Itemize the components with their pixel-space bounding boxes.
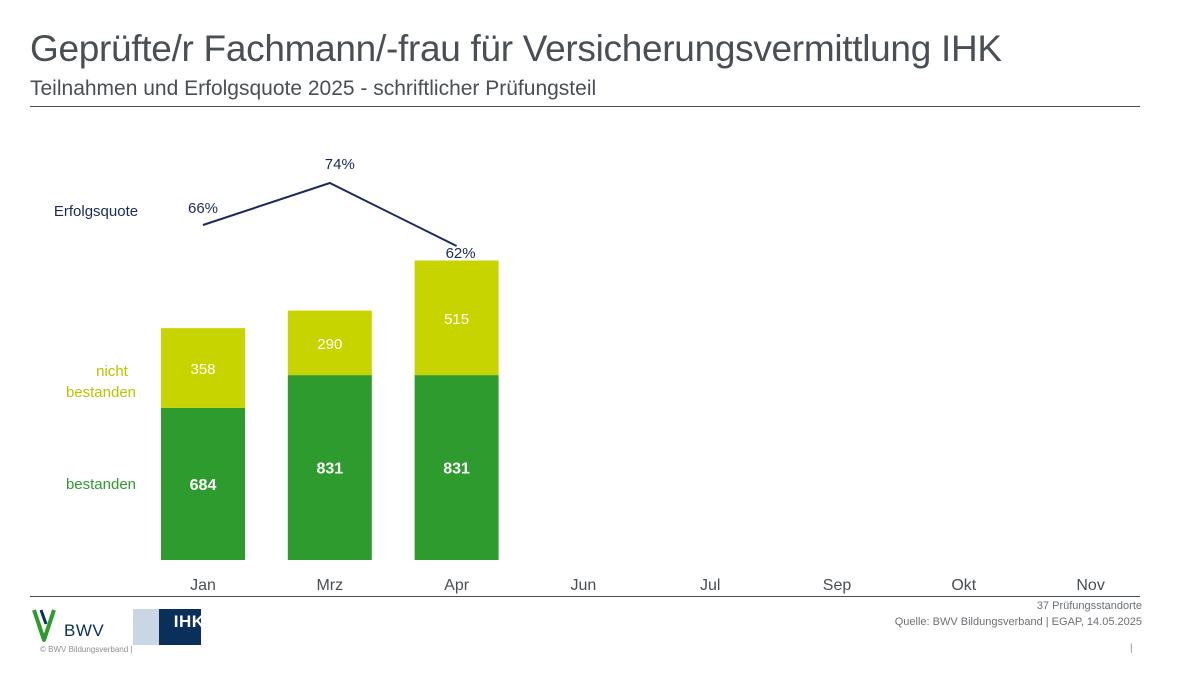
legend-not-passed-line1: nicht (96, 363, 129, 380)
x-tick-label: Okt (951, 577, 976, 594)
bar-label-passed: 831 (316, 461, 343, 478)
bar-label-not-passed: 358 (190, 361, 215, 378)
x-tick-label: Jul (700, 577, 720, 594)
bar-label-not-passed: 515 (444, 311, 469, 328)
bar-passed (287, 375, 372, 560)
success-rate-label: 66% (188, 200, 218, 217)
bar-not-passed (414, 260, 499, 376)
page-mark: | (1130, 643, 1133, 654)
x-tick-label: Mrz (316, 577, 343, 594)
x-tick-label: Sep (823, 577, 852, 594)
success-rate-label: 62% (446, 245, 476, 262)
header-divider (30, 106, 1140, 107)
locations-note: 37 Prüfungsstandorte (1036, 600, 1142, 612)
page-title: Geprüfte/r Fachmann/-frau für Versicheru… (30, 28, 1002, 69)
success-rate-label: 74% (325, 156, 355, 173)
legend-passed: bestanden (66, 476, 136, 493)
footer-divider (30, 596, 1140, 597)
dihk-logo-text: DIHK (161, 612, 205, 631)
legend-success-rate: Erfolgsquote (54, 203, 138, 220)
bar-passed (161, 407, 245, 560)
page-subtitle: Teilnahmen und Erfolgsquote 2025 - schri… (30, 77, 597, 100)
x-tick-label: Apr (444, 577, 470, 594)
bar-not-passed (161, 328, 245, 408)
bwv-logo-text: BWV (64, 621, 105, 640)
bar-passed (414, 375, 499, 560)
bar-label-passed: 831 (443, 461, 470, 478)
bar-label-passed: 684 (190, 477, 217, 494)
copyright: © BWV Bildungsverband | (40, 645, 133, 654)
legend-not-passed-line2: bestanden (66, 384, 136, 401)
dihk-logo (133, 609, 201, 645)
bwv-logo (32, 609, 56, 642)
x-tick-label: Jan (190, 577, 216, 594)
x-tick-label: Jun (571, 577, 597, 594)
source-note: Quelle: BWV Bildungsverband | EGAP, 14.0… (894, 616, 1142, 628)
success-rate-line (202, 181, 458, 247)
x-tick-label: Nov (1076, 577, 1104, 594)
bar-not-passed (287, 310, 372, 376)
bar-label-not-passed: 290 (317, 336, 342, 353)
stacked-bar-chart: 684 358 Jan 831 290 Mrz 831 515 Apr Jun Jul Sep Okt N… (54, 156, 1105, 594)
